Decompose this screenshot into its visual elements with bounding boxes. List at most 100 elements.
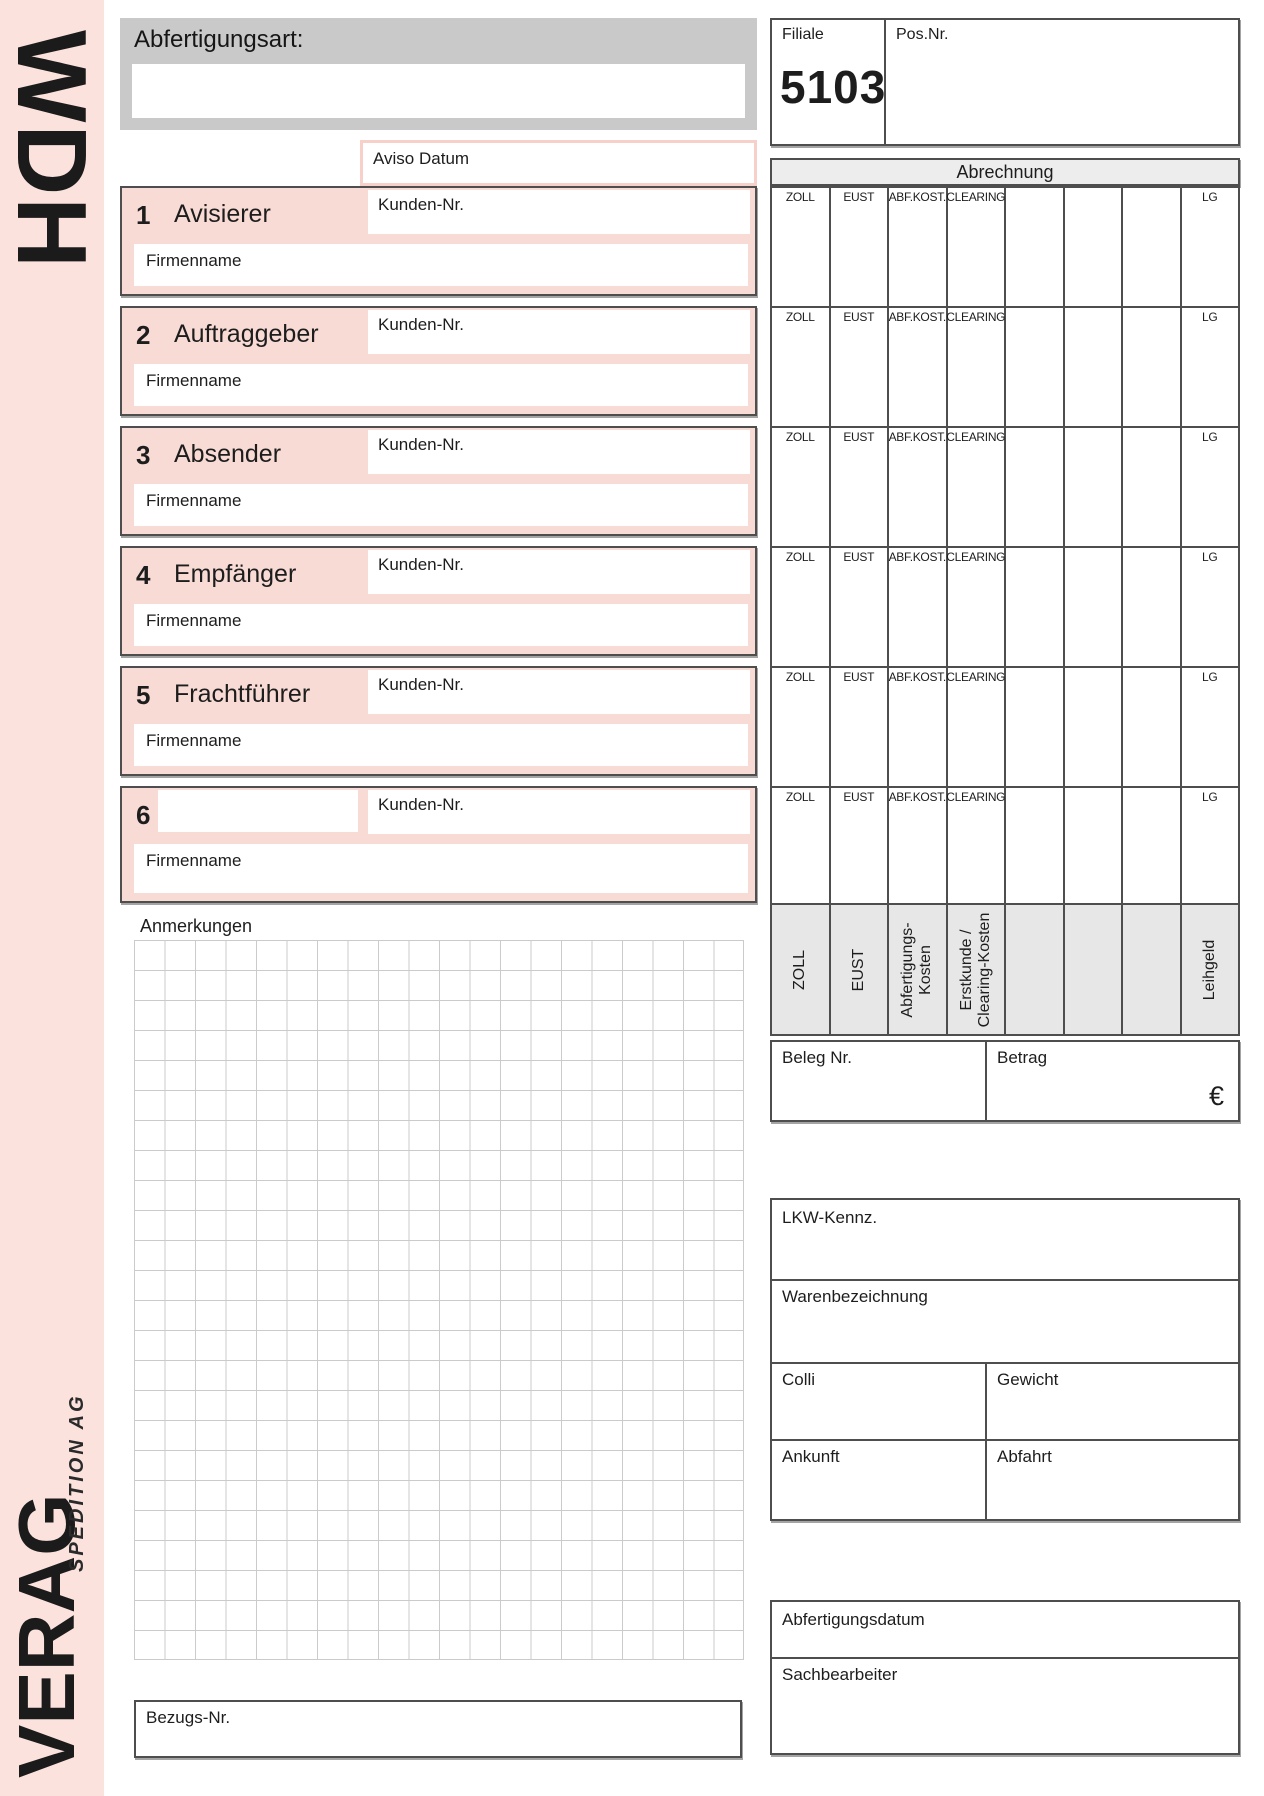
abrechnung-cell: EUST [831,308,889,426]
section-number: 6 [136,800,151,830]
filiale-divider [884,20,886,144]
abrechnung-column-label: LG [1202,310,1218,324]
abrechnung-cell: ABF.KOST. [889,788,948,903]
firmenname-field: Firmenname [134,724,748,766]
bezugs-nr-label: Bezugs-Nr. [146,1708,231,1727]
abrechnung-row-2: ZOLL EUST ABF.KOST. CLEARING LG [770,306,1240,428]
kunden-nr-field: Kunden-Nr. [368,310,750,354]
abrechnung-column-label: LG [1202,670,1218,684]
firmenname-label: Firmenname [146,371,242,390]
section-title: Auftraggeber [174,320,319,348]
abrechnung-cell [1123,548,1182,666]
abrechnung-column-label: CLEARING [946,430,1006,444]
abrechnung-cell [1065,188,1123,306]
abrechnung-cell: ABF.KOST. [889,428,948,546]
rotated-label-cell: ZOLL [772,905,831,1034]
beleg-betrag-box: Beleg Nr. Betrag € [770,1040,1240,1122]
abrechnung-cell: EUST [831,788,889,903]
kunden-nr-label: Kunden-Nr. [378,795,464,814]
abfertigungsdatum-label: Abfertigungsdatum [782,1610,925,1629]
kunden-nr-label: Kunden-Nr. [378,315,464,334]
firmenname-field: Firmenname [134,604,748,646]
rotated-column-label: EUST [849,948,867,991]
beleg-nr-label: Beleg Nr. [782,1048,852,1067]
abrechnung-cell: EUST [831,188,889,306]
warenbezeichnung-label: Warenbezeichnung [782,1287,928,1306]
rotated-label-cell: Abfertigungs-Kosten [889,905,948,1034]
abrechnung-cell [1123,188,1182,306]
firmenname-label: Firmenname [146,491,242,510]
abrechnung-cell: LG [1182,788,1239,903]
firmenname-field: Firmenname [134,244,748,286]
section-6: 6 Kunden-Nr. Firmenname [120,786,757,903]
abrechnung-row-4: ZOLL EUST ABF.KOST. CLEARING LG [770,546,1240,668]
aviso-datum-field: Aviso Datum [360,140,757,186]
abrechnung-column-label: ZOLL [785,310,815,324]
section-number: 1 [136,200,151,230]
abrechnung-cell: ABF.KOST. [889,668,948,786]
abrechnung-header: Abrechnung [770,158,1240,186]
abrechnung-column-label: CLEARING [946,310,1006,324]
abrechnung-column-label: ABF.KOST. [888,190,947,204]
abrechnung-cell [1065,428,1123,546]
anmerkungen-grid [134,940,744,1660]
abrechnung-cell [1123,308,1182,426]
anmerkungen-label: Anmerkungen [140,916,253,936]
abrechnung-column-label: EUST [843,790,875,804]
abrechnung-cell: LG [1182,308,1239,426]
rotated-column-label: ZOLL [791,949,809,990]
sachbearbeiter-label: Sachbearbeiter [782,1665,898,1684]
abrechnung-column-label: CLEARING [946,790,1006,804]
kunden-nr-label: Kunden-Nr. [378,675,464,694]
abrechnung-cell: LG [1182,668,1239,786]
colli-label: Colli [782,1370,816,1389]
shipment-divider-2 [772,1362,1238,1364]
abrechnung-row-6: ZOLL EUST ABF.KOST. CLEARING LG [770,786,1240,905]
firmenname-label: Firmenname [146,251,242,270]
abrechnung-cell: ZOLL [772,668,831,786]
rotated-label-cell: EUST [830,905,889,1034]
rotated-column-label: Erstkunde / Clearing-Kosten [957,912,993,1027]
betrag-label: Betrag [997,1048,1048,1067]
section-3: 3 Absender Kunden-Nr. Firmenname [120,426,757,536]
abrechnung-cell: EUST [831,428,889,546]
rotated-label-cell: Erstkunde / Clearing-Kosten [947,905,1006,1034]
posnr-label: Pos.Nr. [896,26,949,43]
abrechnung-column-label: ZOLL [785,190,815,204]
abfertigungsart-label: Abfertigungsart: [134,26,304,53]
abrechnung-cell: CLEARING [946,788,1006,903]
processing-box: Abfertigungsdatum Sachbearbeiter [770,1600,1240,1755]
filiale-posnr-box: Filiale 5103 Pos.Nr. [770,18,1240,146]
firmenname-label: Firmenname [146,851,242,870]
abrechnung-cell: CLEARING [946,668,1006,786]
filiale-label: Filiale [782,26,824,43]
kunden-nr-field: Kunden-Nr. [368,670,750,714]
section-4: 4 Empfänger Kunden-Nr. Firmenname [120,546,757,656]
abrechnung-cell: LG [1182,428,1239,546]
abrechnung-column-label: ABF.KOST. [888,310,947,324]
processing-divider [772,1657,1238,1659]
form-type-vertical-text: WDH [0,30,107,271]
abrechnung-column-label: EUST [843,310,875,324]
kunden-nr-label: Kunden-Nr. [378,195,464,214]
rotated-label-cell [1064,905,1123,1034]
abrechnung-column-label: LG [1202,550,1218,564]
ankunft-label: Ankunft [782,1447,840,1466]
section-number: 4 [136,560,151,590]
abrechnung-column-label: CLEARING [946,190,1006,204]
gewicht-label: Gewicht [997,1370,1059,1389]
filiale-value: 5103 [780,61,887,113]
shipment-divider-3 [772,1439,1238,1441]
abrechnung-cell [1065,788,1123,903]
abrechnung-cell [1006,308,1065,426]
section-title: Absender [174,440,282,468]
abrechnung-cell: EUST [831,548,889,666]
abrechnung-column-label: LG [1202,790,1218,804]
abrechnung-cell [1065,668,1123,786]
section-number: 2 [136,320,151,350]
abrechnung-column-label: LG [1202,190,1218,204]
abfertigungsart-header: Abfertigungsart: [120,18,757,130]
bezugs-nr-box: Bezugs-Nr. [134,1700,742,1758]
abrechnung-column-label: ZOLL [785,670,815,684]
